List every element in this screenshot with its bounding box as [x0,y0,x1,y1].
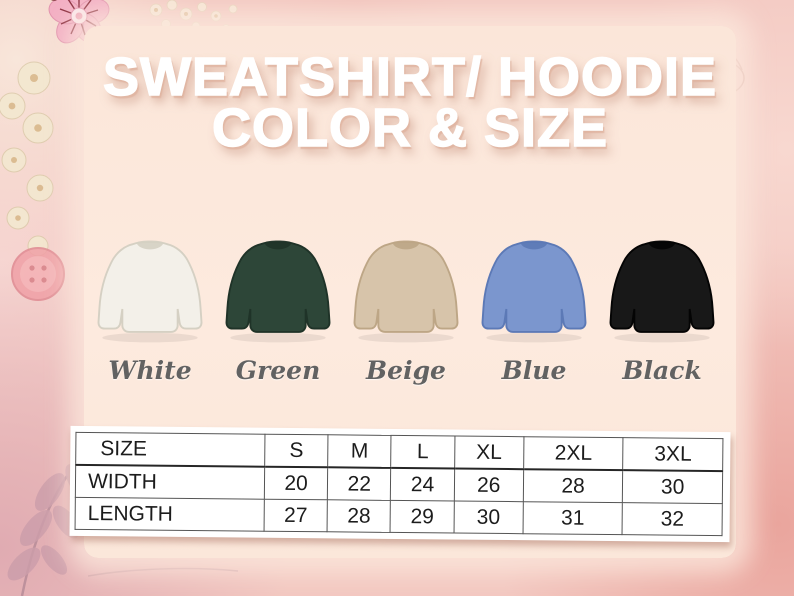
width-value-cell: 24 [390,467,455,502]
length-value-cell: 27 [264,499,328,532]
size-col-s: S [264,434,329,468]
width-value-cell: 22 [327,467,392,501]
color-label-green: Green [235,356,321,385]
title-line-1: SWEATSHIRT/ HOODIE [102,47,717,107]
product-option-white: White [88,222,212,385]
sweatshirt-black-image [609,240,715,343]
sweatshirt-blue-image [481,240,587,343]
width-value-cell: 30 [622,470,723,504]
title-line-2: COLOR & SIZE [211,98,608,159]
product-option-green: Green [216,222,340,385]
product-option-blue: Blue [472,222,596,385]
size-col-xl: XL [454,436,524,470]
length-label-cell: LENGTH [75,497,265,532]
length-value-cell: 31 [522,501,623,535]
sweatshirt-body [609,241,715,333]
sweatshirt-collar [520,240,548,250]
color-label-black: Black [622,356,702,385]
length-row: LENGTH 27 28 29 30 31 32 [75,497,723,536]
color-options-row: White Green Beige Blue [88,222,724,385]
content-panel: SWEATSHIRT/ HOODIE COLOR & SIZE White Gr… [84,26,736,558]
page-title: SWEATSHIRT/ HOODIE COLOR & SIZE [84,47,736,159]
size-chart: SIZE S M L XL 2XL 3XL WIDTH 20 22 24 26 … [69,425,731,543]
color-label-white: White [108,356,192,385]
size-col-l: L [391,435,455,469]
sewing-button-icon [11,247,65,301]
sweatshirt-body [353,241,459,333]
length-value-cell: 32 [622,502,723,536]
sweatshirt-white-image [97,240,203,343]
sweatshirt-body [481,241,587,333]
size-col-m: M [327,434,392,468]
sweatshirt-beige-image [353,240,459,343]
sweatshirt-body [97,241,203,333]
width-value-cell: 26 [453,468,524,502]
size-header-cell: SIZE [75,432,265,467]
size-col-2xl: 2XL [523,436,624,471]
color-label-beige: Beige [366,356,446,385]
size-col-3xl: 3XL [623,437,723,472]
length-value-cell: 29 [390,500,454,534]
product-option-beige: Beige [344,222,468,385]
width-value-cell: 20 [264,466,328,500]
size-chart-table: SIZE S M L XL 2XL 3XL WIDTH 20 22 24 26 … [74,431,724,537]
color-label-blue: Blue [501,356,567,385]
sweatshirt-collar [264,240,292,250]
sweatshirt-green-image [225,240,331,343]
product-option-black: Black [600,222,724,385]
length-value-cell: 30 [453,501,524,534]
width-value-cell: 28 [523,469,624,503]
sweatshirt-collar [136,240,164,250]
length-value-cell: 28 [327,499,391,533]
width-label-cell: WIDTH [75,464,265,500]
sweatshirt-collar [392,240,420,250]
sweatshirt-collar [648,240,676,250]
twig-icon [88,567,238,577]
sweatshirt-body [225,241,331,333]
